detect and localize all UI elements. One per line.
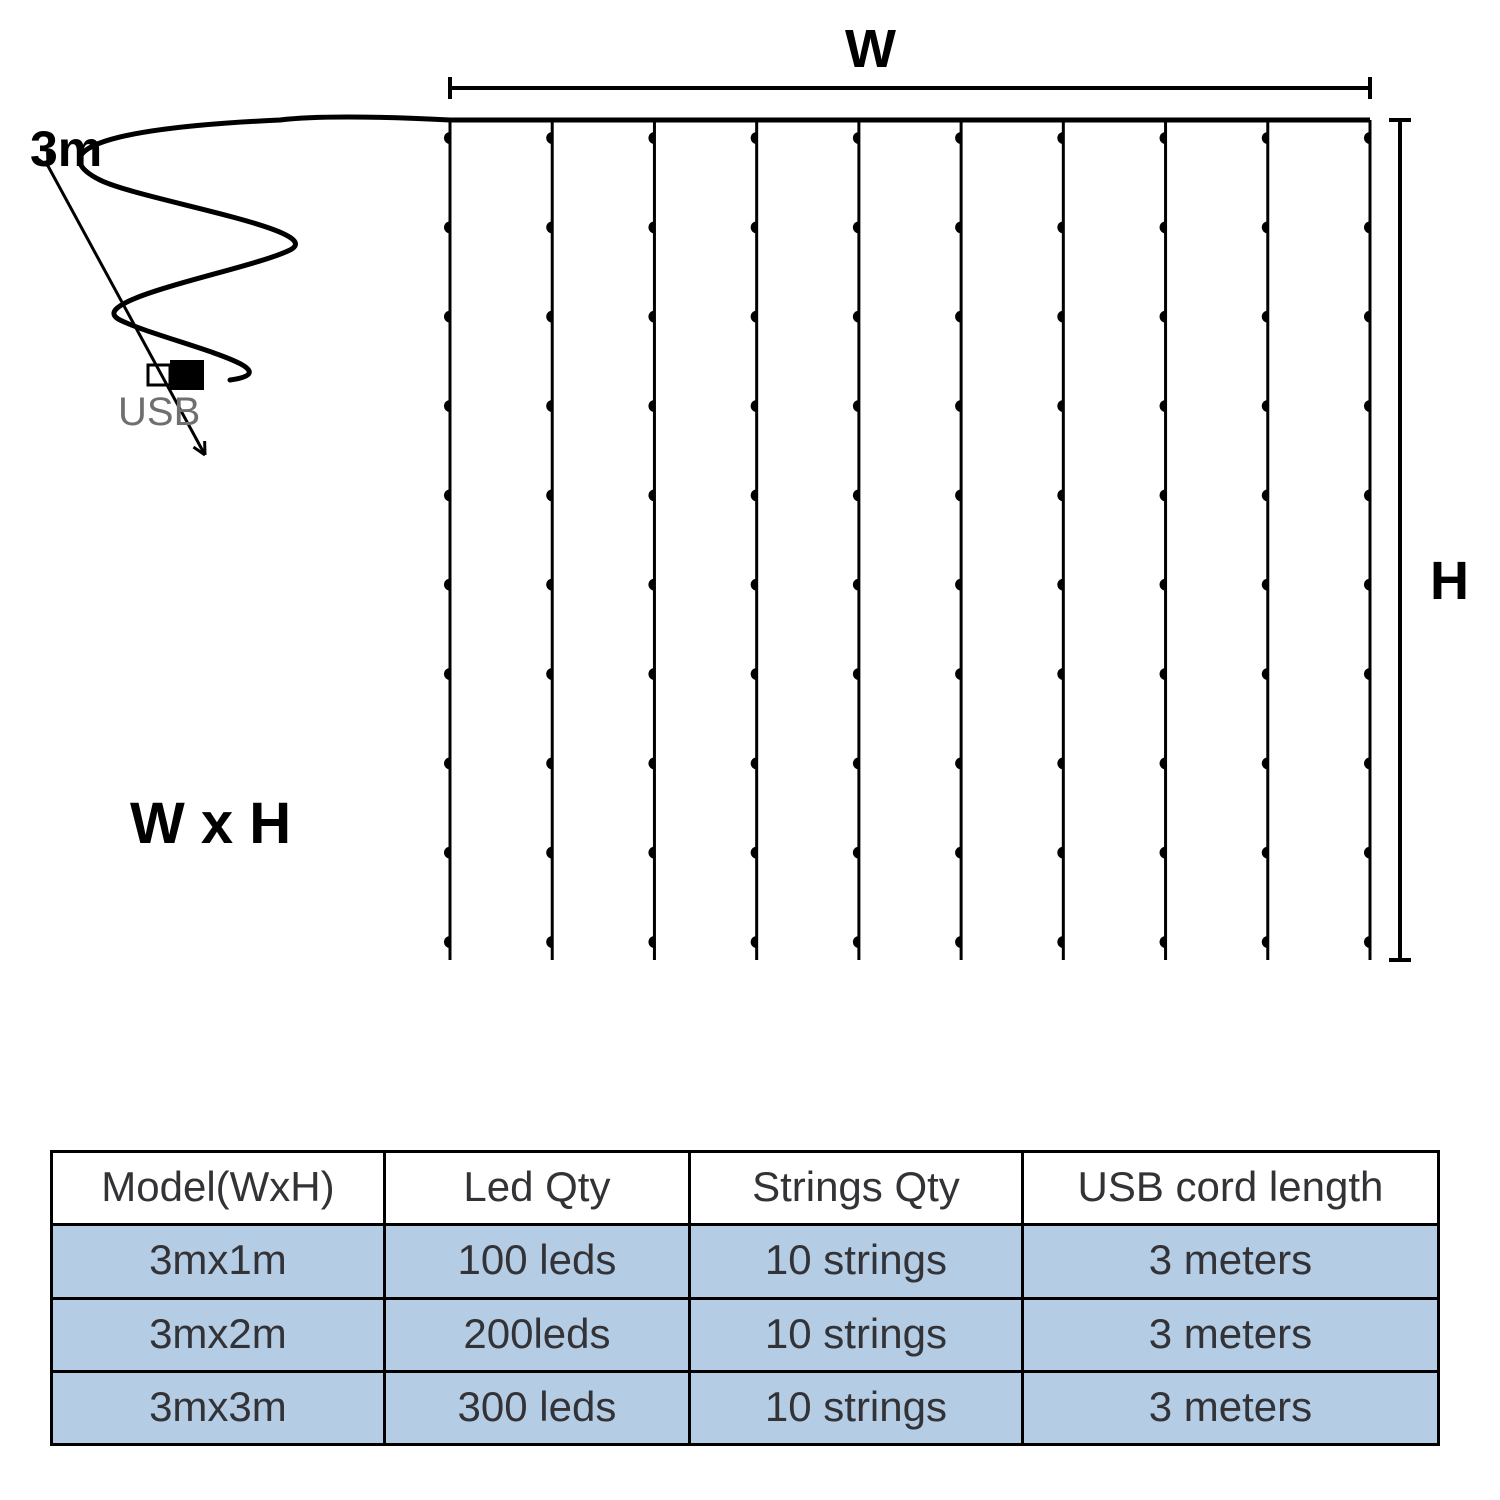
curtain-light-diagram [0,0,1500,1100]
cell: 3 meters [1022,1225,1438,1298]
cell: 10 strings [690,1225,1023,1298]
cell: 3 meters [1022,1371,1438,1444]
wxh-label: W x H [130,790,291,857]
cell: 10 strings [690,1371,1023,1444]
cell: 3 meters [1022,1298,1438,1371]
table-row: 3mx3m 300 leds 10 strings 3 meters [52,1371,1439,1444]
cell: 100 leds [384,1225,689,1298]
cell: 3mx1m [52,1225,385,1298]
col-ledqty: Led Qty [384,1152,689,1225]
col-strings: Strings Qty [690,1152,1023,1225]
table-row: 3mx1m 100 leds 10 strings 3 meters [52,1225,1439,1298]
cord-length-label: 3m [30,120,102,178]
col-model: Model(WxH) [52,1152,385,1225]
cell: 300 leds [384,1371,689,1444]
cell: 200leds [384,1298,689,1371]
spec-table: Model(WxH) Led Qty Strings Qty USB cord … [50,1150,1440,1446]
col-cordlen: USB cord length [1022,1152,1438,1225]
cell: 3mx3m [52,1371,385,1444]
cell: 3mx2m [52,1298,385,1371]
table-row: 3mx2m 200leds 10 strings 3 meters [52,1298,1439,1371]
table-header-row: Model(WxH) Led Qty Strings Qty USB cord … [52,1152,1439,1225]
width-label: W [845,18,896,80]
height-label: H [1430,550,1469,612]
usb-label: USB [118,390,200,435]
cell: 10 strings [690,1298,1023,1371]
